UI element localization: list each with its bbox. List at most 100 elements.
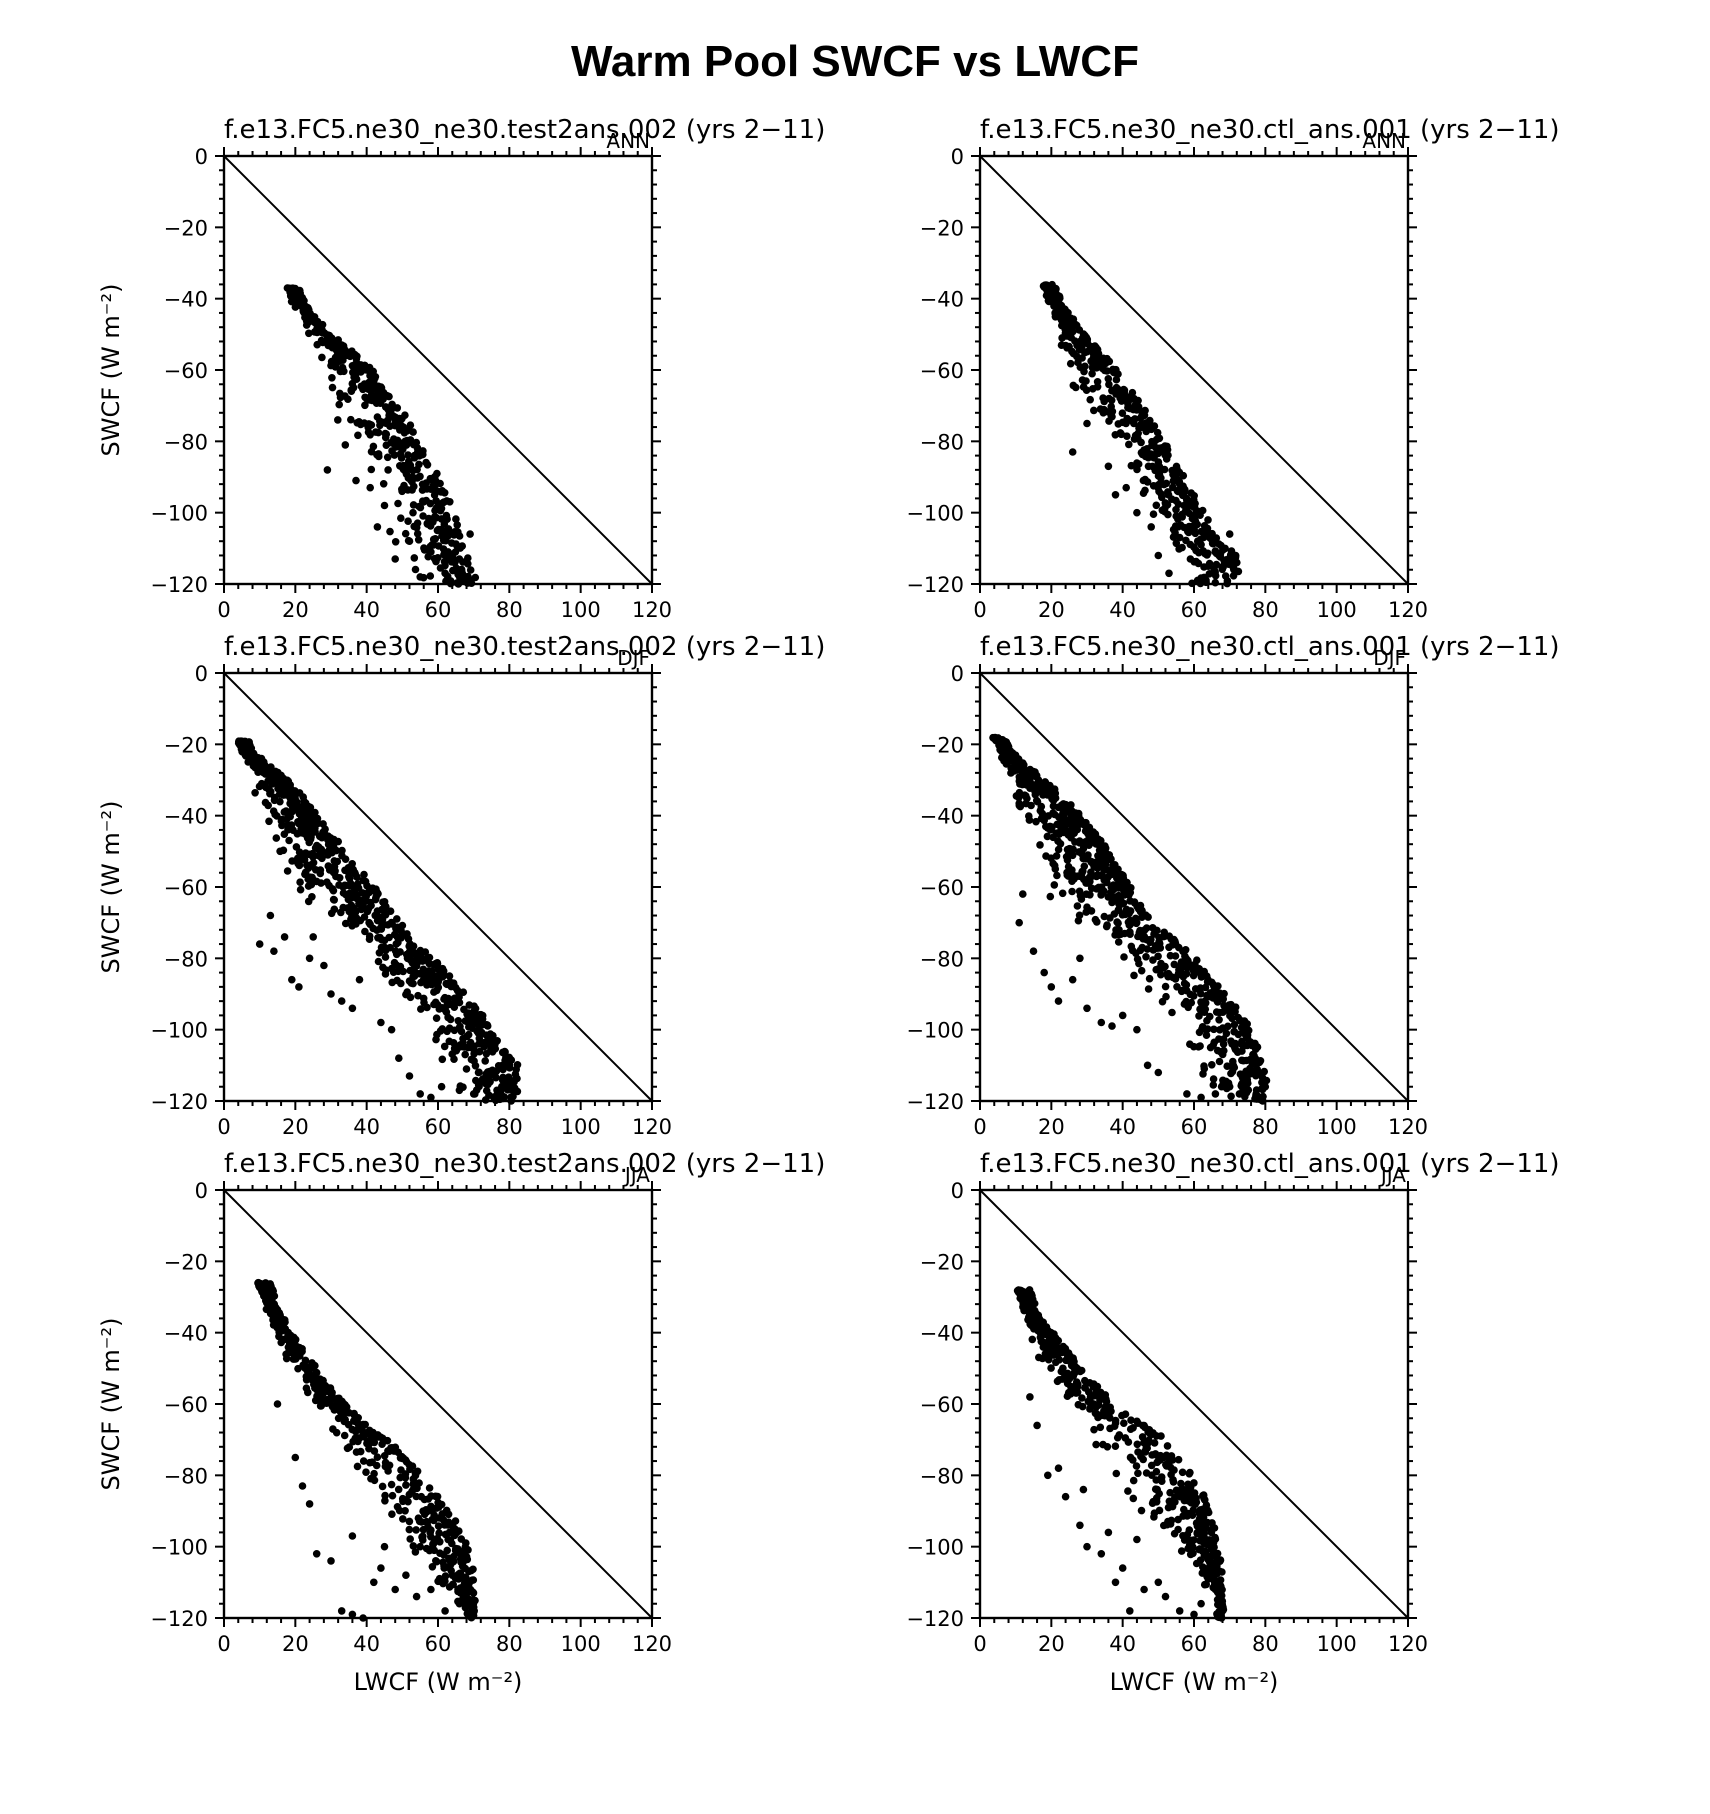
data-point bbox=[1253, 1092, 1262, 1100]
data-point bbox=[462, 1065, 471, 1073]
data-point bbox=[336, 1413, 345, 1421]
data-point bbox=[1031, 787, 1039, 796]
x-tick-label: 100 bbox=[561, 598, 601, 622]
data-point bbox=[1182, 536, 1190, 545]
data-point bbox=[303, 861, 311, 869]
data-point bbox=[1240, 1072, 1248, 1080]
data-point bbox=[300, 1362, 309, 1370]
season-label: DJF bbox=[617, 646, 650, 670]
data-point bbox=[1147, 523, 1155, 531]
data-point bbox=[328, 383, 337, 392]
data-point bbox=[1015, 801, 1024, 810]
x-tick-label: 120 bbox=[1388, 1115, 1428, 1139]
data-point bbox=[1230, 1063, 1239, 1072]
data-point bbox=[308, 1362, 317, 1370]
data-point bbox=[399, 1515, 407, 1523]
data-point bbox=[401, 411, 409, 420]
data-point bbox=[1076, 1367, 1084, 1376]
data-point bbox=[355, 418, 363, 426]
data-point bbox=[1209, 1075, 1218, 1083]
data-point bbox=[998, 753, 1006, 762]
data-point bbox=[1216, 1613, 1225, 1621]
data-point bbox=[1049, 802, 1058, 810]
scatter-panel: f.e13.FC5.ne30_ne30.ctl_ans.001 (yrs 2−1… bbox=[906, 632, 1559, 1139]
data-point bbox=[417, 1005, 425, 1013]
data-point bbox=[391, 538, 400, 546]
data-point bbox=[1088, 369, 1096, 378]
data-point bbox=[1068, 851, 1077, 860]
data-point bbox=[1025, 816, 1034, 824]
data-point bbox=[1133, 1440, 1142, 1449]
data-point bbox=[275, 1332, 283, 1341]
data-point bbox=[279, 846, 288, 855]
x-tick-label: 40 bbox=[353, 1115, 380, 1139]
data-point bbox=[1075, 887, 1084, 896]
data-point bbox=[270, 947, 278, 955]
data-point bbox=[1155, 487, 1163, 496]
data-point bbox=[1113, 866, 1121, 875]
data-point bbox=[1118, 1411, 1126, 1420]
data-point bbox=[1150, 439, 1158, 448]
data-point bbox=[382, 966, 390, 974]
data-point bbox=[1211, 1535, 1220, 1543]
data-point bbox=[385, 933, 393, 942]
one-to-one-line bbox=[979, 672, 1409, 1102]
data-point bbox=[308, 873, 316, 882]
data-point bbox=[449, 566, 457, 575]
data-point bbox=[356, 1447, 365, 1456]
data-point bbox=[1138, 1433, 1147, 1441]
data-point bbox=[1140, 446, 1148, 454]
x-tick-label: 80 bbox=[1252, 1632, 1279, 1656]
x-tick-label: 60 bbox=[425, 1632, 452, 1656]
data-point bbox=[1171, 975, 1180, 983]
data-point bbox=[1055, 300, 1063, 309]
data-point bbox=[1092, 1440, 1100, 1449]
data-point bbox=[406, 1535, 415, 1543]
data-point bbox=[1084, 1397, 1093, 1406]
data-point bbox=[381, 1462, 390, 1471]
data-point bbox=[318, 854, 326, 863]
data-point bbox=[1179, 947, 1187, 956]
y-tick-label: −80 bbox=[164, 1464, 208, 1488]
data-point bbox=[1069, 1354, 1077, 1362]
data-point bbox=[1052, 829, 1060, 837]
data-point bbox=[350, 373, 358, 382]
data-point bbox=[309, 933, 318, 941]
data-point bbox=[1208, 1061, 1216, 1069]
data-point bbox=[497, 1086, 505, 1095]
data-point bbox=[1100, 866, 1108, 874]
x-tick-label: 80 bbox=[496, 1115, 523, 1139]
y-tick-label: −80 bbox=[920, 947, 964, 971]
data-point bbox=[1188, 579, 1196, 588]
data-point bbox=[431, 998, 440, 1007]
data-point bbox=[410, 482, 418, 491]
data-point bbox=[1049, 796, 1058, 805]
data-point bbox=[443, 1027, 451, 1036]
data-point bbox=[1106, 1424, 1114, 1433]
data-point bbox=[402, 441, 411, 449]
data-point bbox=[381, 946, 390, 955]
data-point bbox=[1089, 385, 1097, 393]
data-point bbox=[1149, 482, 1158, 490]
data-point bbox=[1055, 1376, 1063, 1384]
data-point bbox=[1211, 1090, 1220, 1098]
data-point bbox=[394, 1485, 403, 1494]
data-point bbox=[366, 920, 374, 929]
data-point bbox=[1141, 419, 1150, 428]
data-point bbox=[1142, 427, 1150, 436]
data-point bbox=[339, 342, 348, 350]
data-point bbox=[348, 1004, 357, 1013]
data-point bbox=[1196, 1042, 1204, 1050]
data-point bbox=[1068, 828, 1076, 837]
data-point bbox=[1134, 905, 1143, 913]
data-point bbox=[1102, 849, 1110, 857]
data-point bbox=[341, 919, 350, 928]
data-point bbox=[1227, 1000, 1235, 1009]
data-point bbox=[431, 1492, 440, 1501]
y-tick-label: −20 bbox=[920, 1250, 964, 1274]
data-point bbox=[1081, 827, 1090, 835]
data-point bbox=[271, 1305, 280, 1313]
data-point bbox=[1132, 1462, 1141, 1470]
data-point bbox=[304, 1374, 313, 1382]
data-point bbox=[365, 383, 374, 392]
